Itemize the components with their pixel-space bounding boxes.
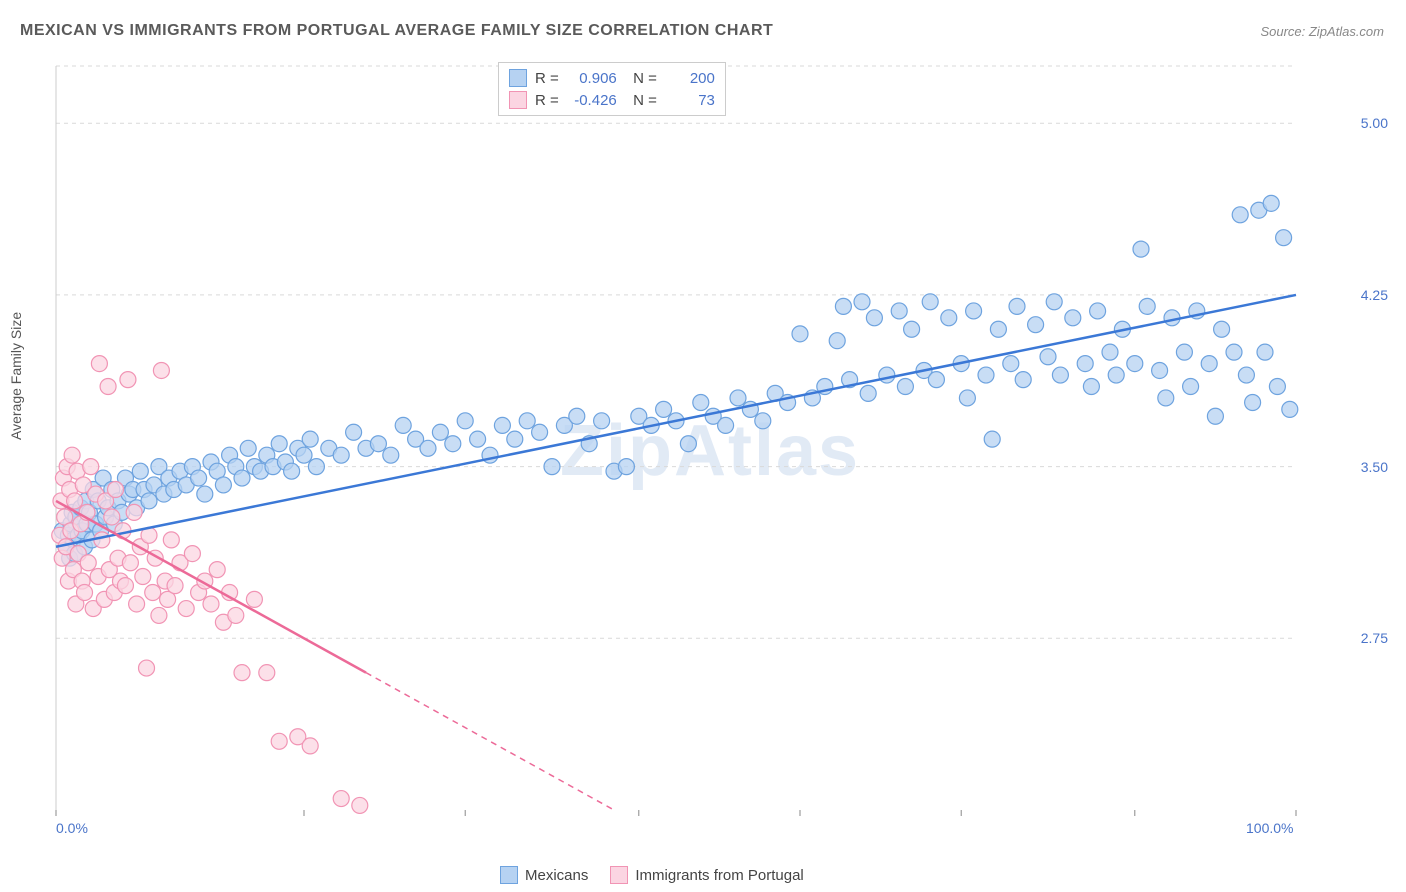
correlation-stats-box: R = 0.906 N = 200 R = -0.426 N = 73 [498, 62, 726, 116]
stats-n-value-2: 73 [665, 92, 715, 109]
chart-plot-area [50, 60, 1350, 830]
source-link[interactable]: ZipAtlas.com [1309, 24, 1384, 39]
y-tick-label: 3.50 [1338, 459, 1388, 475]
x-tick-min: 0.0% [56, 820, 88, 836]
legend-bottom: Mexicans Immigrants from Portugal [500, 866, 804, 884]
y-axis-label: Average Family Size [8, 312, 24, 440]
legend-swatch-series2 [610, 866, 628, 884]
legend-item-series1: Mexicans [500, 866, 588, 884]
chart-svg [50, 60, 1350, 830]
stats-row-series2: R = -0.426 N = 73 [509, 89, 715, 111]
source-prefix: Source: [1260, 24, 1308, 39]
stats-r-value-1: 0.906 [567, 70, 617, 87]
stats-row-series1: R = 0.906 N = 200 [509, 67, 715, 89]
x-tick-max: 100.0% [1246, 820, 1293, 836]
y-tick-label: 2.75 [1338, 630, 1388, 646]
legend-label-series1: Mexicans [525, 867, 588, 884]
stats-n-label: N = [625, 70, 657, 87]
legend-label-series2: Immigrants from Portugal [635, 867, 803, 884]
chart-title: MEXICAN VS IMMIGRANTS FROM PORTUGAL AVER… [20, 22, 773, 40]
stats-swatch-series1 [509, 69, 527, 87]
legend-item-series2: Immigrants from Portugal [610, 866, 803, 884]
legend-swatch-series1 [500, 866, 518, 884]
source-attribution: Source: ZipAtlas.com [1260, 24, 1384, 39]
y-tick-label: 5.00 [1338, 115, 1388, 131]
stats-r-label: R = [535, 70, 559, 87]
stats-r-label: R = [535, 92, 559, 109]
stats-n-label: N = [625, 92, 657, 109]
stats-r-value-2: -0.426 [567, 92, 617, 109]
stats-n-value-1: 200 [665, 70, 715, 87]
y-tick-label: 4.25 [1338, 287, 1388, 303]
stats-swatch-series2 [509, 91, 527, 109]
